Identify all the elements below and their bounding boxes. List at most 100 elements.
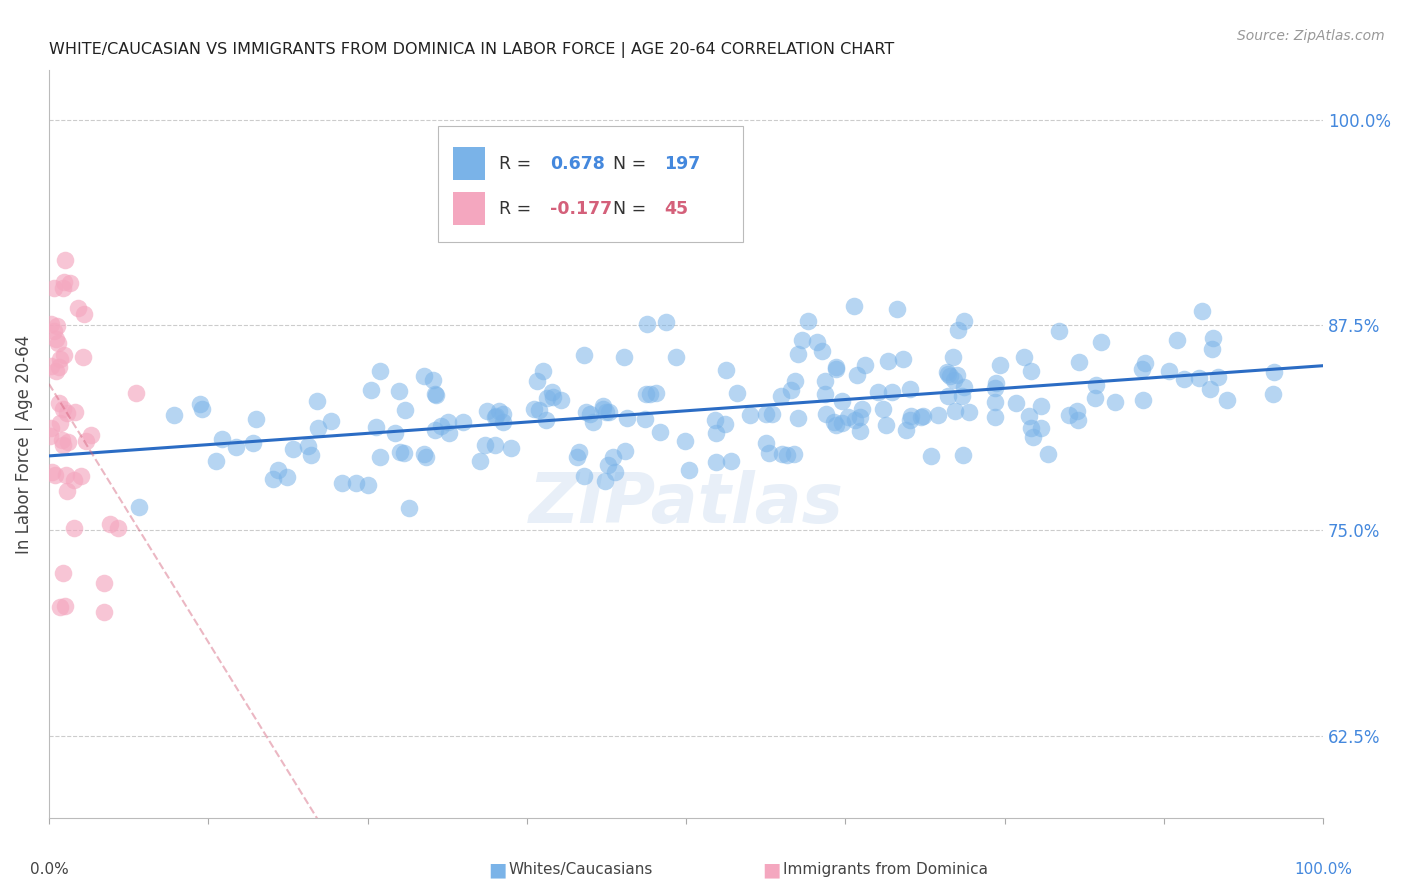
Point xyxy=(648,425,671,439)
Point xyxy=(853,358,876,372)
Point xyxy=(824,417,846,432)
Point xyxy=(952,379,974,393)
Text: N =: N = xyxy=(613,200,652,218)
Text: ZIPatlas: ZIPatlas xyxy=(529,470,844,538)
Point xyxy=(616,411,638,425)
Point xyxy=(388,445,411,459)
Point xyxy=(714,417,737,431)
Point xyxy=(48,352,70,367)
Point xyxy=(582,415,605,429)
Point xyxy=(52,566,75,581)
Point xyxy=(875,418,897,433)
Point xyxy=(188,397,211,411)
Point xyxy=(423,387,446,401)
Point xyxy=(266,463,288,477)
Point xyxy=(1157,364,1180,378)
Text: Immigrants from Dominica: Immigrants from Dominica xyxy=(783,863,988,877)
Point xyxy=(598,405,620,419)
Point xyxy=(898,413,921,427)
Point xyxy=(823,415,845,429)
Point xyxy=(437,416,460,430)
Point xyxy=(595,404,617,418)
Point xyxy=(920,449,942,463)
Point xyxy=(886,302,908,317)
Point xyxy=(900,409,922,423)
Point xyxy=(297,439,319,453)
Point xyxy=(357,478,380,492)
Point xyxy=(67,301,90,315)
Point xyxy=(898,382,921,396)
Point xyxy=(814,374,837,388)
Point xyxy=(776,448,799,462)
Point xyxy=(107,520,129,534)
Point xyxy=(45,364,67,378)
Point xyxy=(550,392,572,407)
Point xyxy=(572,348,595,362)
Point xyxy=(526,374,548,388)
Point xyxy=(948,323,970,337)
Point xyxy=(943,403,966,417)
Text: Whites/Caucasians: Whites/Caucasians xyxy=(509,863,654,877)
Point xyxy=(44,467,66,482)
Point xyxy=(59,277,82,291)
Point xyxy=(603,465,626,479)
Point xyxy=(412,368,434,383)
Point xyxy=(52,275,75,289)
Point xyxy=(806,335,828,350)
Point xyxy=(45,332,67,346)
Point xyxy=(128,500,150,514)
Point xyxy=(891,351,914,366)
Point xyxy=(1085,378,1108,392)
Text: 0.0%: 0.0% xyxy=(30,863,69,878)
Point xyxy=(46,336,69,351)
Point xyxy=(644,385,666,400)
Text: 45: 45 xyxy=(665,200,689,218)
Point xyxy=(58,434,80,449)
Point xyxy=(1005,395,1028,409)
Point xyxy=(1066,404,1088,418)
Point xyxy=(1206,369,1229,384)
Point xyxy=(52,281,75,295)
Point xyxy=(761,407,783,421)
Point xyxy=(44,324,66,338)
Point xyxy=(39,359,62,374)
Point xyxy=(1066,412,1088,426)
Text: 0.678: 0.678 xyxy=(550,155,605,173)
Text: R =: R = xyxy=(499,155,537,173)
Point xyxy=(49,416,72,430)
Point xyxy=(755,407,778,421)
Point xyxy=(575,405,598,419)
Point xyxy=(523,402,546,417)
Point xyxy=(41,465,63,479)
Point xyxy=(984,376,1007,391)
Point xyxy=(1263,365,1285,379)
Point xyxy=(927,409,949,423)
Y-axis label: In Labor Force | Age 20-64: In Labor Force | Age 20-64 xyxy=(15,334,32,554)
Point xyxy=(957,405,980,419)
Point xyxy=(384,425,406,440)
Point xyxy=(984,395,1007,409)
Point xyxy=(93,576,115,591)
Point xyxy=(370,450,392,465)
Point xyxy=(1201,342,1223,356)
Point xyxy=(501,441,523,455)
Point xyxy=(837,410,859,425)
Point xyxy=(527,402,550,417)
Point xyxy=(983,410,1005,425)
Point xyxy=(755,435,778,450)
Point xyxy=(936,367,959,381)
Point xyxy=(1132,393,1154,408)
Point xyxy=(485,409,508,424)
Point xyxy=(484,409,506,424)
Point xyxy=(534,413,557,427)
Point xyxy=(866,385,889,400)
Point xyxy=(541,385,564,400)
Point xyxy=(797,314,820,328)
Point xyxy=(211,433,233,447)
Point xyxy=(53,252,76,267)
Text: ■: ■ xyxy=(488,860,506,880)
Point xyxy=(262,472,284,486)
Point xyxy=(988,359,1011,373)
Point xyxy=(851,402,873,417)
Point xyxy=(276,469,298,483)
